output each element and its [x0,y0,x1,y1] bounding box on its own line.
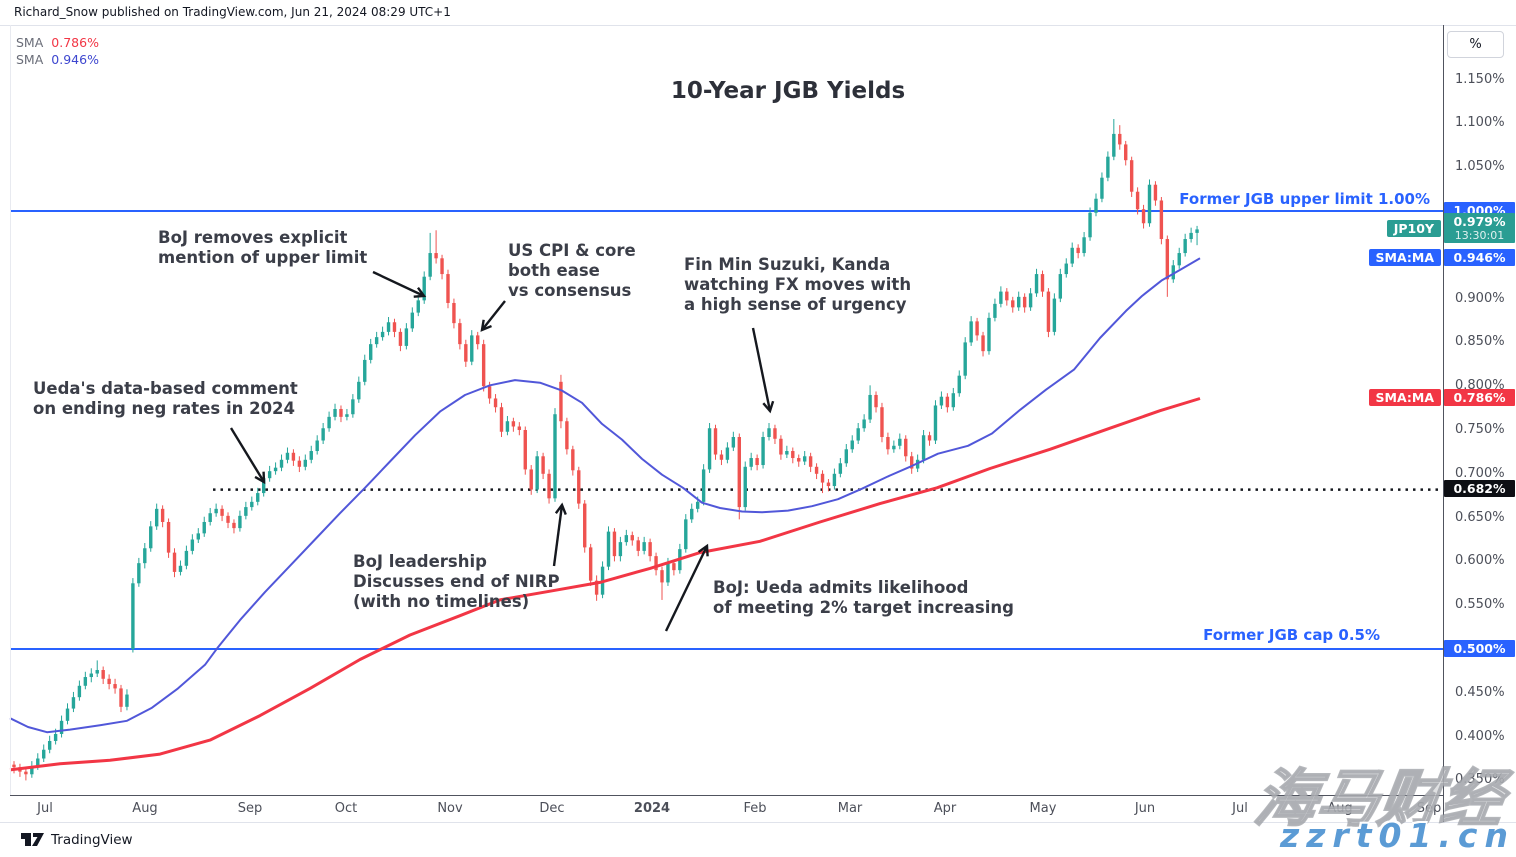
time-tick-Dec[interactable]: Dec [539,801,565,816]
price-tick-0.650%: 0.650% [1455,509,1505,525]
price-tick-0.550%: 0.550% [1455,597,1505,613]
legend-row-sma-blue[interactable]: SMA 0.946% [16,51,99,68]
footer: TradingView [20,831,133,848]
price-tick-0.850%: 0.850% [1455,334,1505,350]
chart-title: 10-Year JGB Yields [670,78,906,104]
legend-row-sma-red[interactable]: SMA 0.786% [16,34,99,51]
note-ueda-comment-line: on ending neg rates in 2024 [33,399,296,418]
tag-sma-blue: 0.946% [1444,248,1515,266]
sma-lines [9,257,1201,772]
note-suzuki-kanda-line: Fin Min Suzuki, Kanda [684,255,891,274]
tag-sma-blue-series-label: SMA:MA [1368,249,1441,267]
note-nirp-end-line: BoJ leadership [353,552,487,571]
time-tick-Oct[interactable]: Oct [334,801,358,816]
former-upper-limit-line-label: Former JGB upper limit 1.00% [1179,190,1430,208]
note-us-cpi-line: both ease [508,261,600,280]
note-2pct-target-arrow [664,543,709,632]
time-tick-Jul[interactable]: Jul [1232,801,1248,816]
note-boj-upper-limit-arrow [372,270,427,298]
note-ueda-comment: Ueda's data-based comment on ending neg r… [33,379,298,419]
note-nirp-end: BoJ leadership Discusses end of NIRP (with… [353,552,560,612]
price-tick-0.900%: 0.900% [1455,290,1505,306]
indicator-legend[interactable]: SMA 0.786% SMA 0.946% [16,34,99,68]
note-us-cpi: US CPI & core both ease vs consensus [508,241,636,301]
sma-blue-fast [9,257,1201,734]
price-tick-0.350%: 0.350% [1455,772,1505,788]
note-2pct-target-line: of meeting 2% target increasing [713,598,1014,617]
tag-sma-blue-value: 0.946% [1453,249,1506,265]
time-tick-Nov[interactable]: Nov [437,801,463,816]
tag-last-price-time: 13:30:01 [1454,229,1505,243]
time-tick-Aug[interactable]: Aug [1327,801,1353,816]
note-suzuki-kanda-line: a high sense of urgency [684,295,907,314]
note-ueda-comment-line: Ueda's data-based comment [33,379,298,398]
tag-cap: 0.500% [1444,639,1515,657]
note-2pct-target-line: BoJ: Ueda admits likelihood [713,578,969,597]
tag-last-price: 0.979% 13:30:01 [1444,213,1515,244]
time-tick-Jul[interactable]: Jul [37,801,53,816]
note-ueda-comment-arrow [229,427,266,485]
note-suzuki-kanda: Fin Min Suzuki, Kanda watching FX moves w… [684,255,911,315]
price-scale[interactable] [1443,25,1516,822]
time-tick-Mar[interactable]: Mar [837,801,863,816]
note-boj-upper-limit: BoJ removes explicit mention of upper lim… [158,228,367,268]
sma-red-slow [9,397,1201,772]
price-tick-0.700%: 0.700% [1455,465,1505,481]
note-suzuki-kanda-arrow [751,327,775,414]
time-tick-Sep[interactable]: Sep [237,801,263,816]
price-axis-border [1443,25,1444,822]
header-divider [0,25,1516,26]
tradingview-logo-icon[interactable] [20,831,45,848]
tag-sma-red-series-label: SMA:MA [1368,389,1441,407]
note-nirp-end-line: Discusses end of NIRP [353,572,560,591]
note-nirp-end-arrow [552,502,567,567]
note-2pct-target: BoJ: Ueda admits likelihood of meeting 2%… [713,578,1014,618]
time-tick-May[interactable]: May [1029,801,1057,816]
scale-unit-button[interactable]: % [1447,31,1504,58]
note-us-cpi-arrow [480,300,506,332]
note-nirp-end-line: (with no timelines) [353,592,530,611]
note-us-cpi-line: US CPI & core [508,241,636,260]
tag-dotted-level: 0.682% [1444,480,1515,498]
legend-value: 0.946% [51,52,99,67]
price-tick-1.150%: 1.150% [1455,71,1505,87]
price-tick-0.450%: 0.450% [1455,684,1505,700]
tag-sma-red-value: 0.786% [1453,389,1506,405]
tag-dotted-level-value: 0.682% [1453,481,1506,497]
time-tick-Sep[interactable]: Sep [1416,801,1442,816]
tag-sma-red: 0.786% [1444,388,1515,406]
plot-left-border [10,25,11,795]
bottom-divider [0,822,1516,823]
price-tick-0.400%: 0.400% [1455,728,1505,744]
former-cap-line-label: Former JGB cap 0.5% [1203,626,1380,644]
legend-label: SMA [16,35,44,50]
tradingview-brand-label[interactable]: TradingView [51,831,133,848]
tag-last-price-value: 0.979% [1453,214,1506,230]
legend-value: 0.786% [51,35,99,50]
time-axis-border [10,795,1443,796]
time-tick-2024[interactable]: 2024 [633,801,671,816]
candles-series [12,119,1199,781]
price-tick-1.050%: 1.050% [1455,159,1505,175]
time-scale[interactable] [10,795,1443,822]
price-tick-1.100%: 1.100% [1455,115,1505,131]
time-tick-Aug[interactable]: Aug [132,801,158,816]
note-suzuki-kanda-line: watching FX moves with [684,275,912,294]
note-boj-upper-limit-line: BoJ removes explicit [158,228,348,247]
time-tick-Feb[interactable]: Feb [743,801,767,816]
time-tick-Apr[interactable]: Apr [933,801,957,816]
watermark-url: zzrt01.cn [1280,816,1515,855]
note-boj-upper-limit-line: mention of upper limit [158,248,368,267]
legend-label: SMA [16,52,44,67]
annotation-arrows [229,270,775,632]
tag-cap-value: 0.500% [1453,640,1506,656]
price-tick-0.750%: 0.750% [1455,422,1505,437]
time-tick-Jun[interactable]: Jun [1134,801,1156,816]
note-us-cpi-line: vs consensus [508,281,632,300]
price-tick-0.600%: 0.600% [1455,553,1505,569]
tag-last-price-series-label: JP10Y [1386,220,1441,238]
byline: Richard_Snow published on TradingView.co… [14,5,451,19]
